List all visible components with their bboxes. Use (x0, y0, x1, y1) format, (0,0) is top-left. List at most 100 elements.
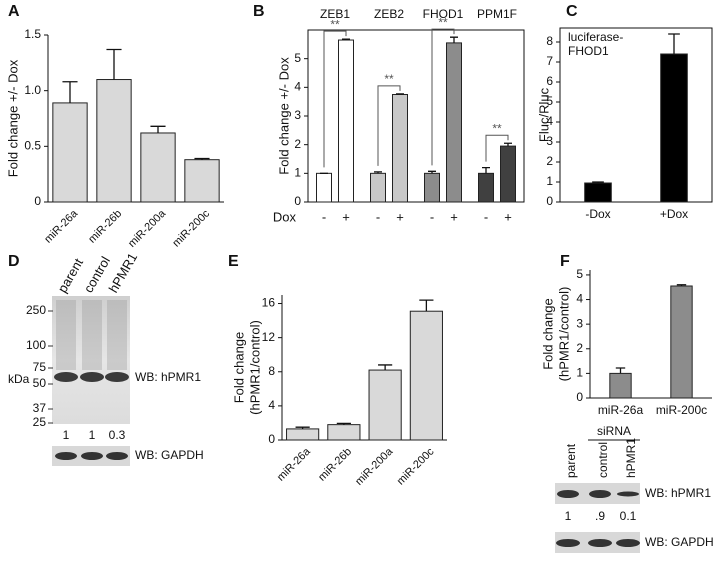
y-tick-label: 1.0 (24, 83, 41, 97)
x-axis-label: Dox (273, 209, 297, 224)
error-bar (419, 299, 434, 312)
blot-band (617, 491, 639, 497)
y-axis-label: Fold change (231, 332, 246, 404)
blot-band (588, 539, 612, 547)
y-axis-label: (hPMR1/control) (247, 320, 262, 415)
x-tick-label: miR-26b (86, 208, 124, 246)
lane-label: parent (564, 443, 578, 478)
significance-label: ** (438, 15, 448, 29)
error-bar (336, 422, 351, 425)
bar (660, 53, 688, 203)
error-bar (504, 142, 512, 147)
error-bar (378, 364, 393, 371)
error-bar (106, 48, 122, 80)
bar (424, 172, 440, 203)
bar (609, 372, 632, 399)
blot-band (589, 490, 611, 498)
x-tick-label: miR-26a (275, 445, 314, 484)
bar (338, 39, 354, 203)
significance-bracket (431, 28, 455, 166)
y-tick-label: 8 (546, 34, 553, 48)
error-bar (194, 157, 210, 160)
bar (184, 159, 220, 203)
panel-label: C (566, 3, 578, 20)
significance-bracket (377, 85, 401, 166)
marker-label: 50 (33, 376, 47, 390)
quantification: 1 (89, 428, 96, 442)
blot-band (556, 539, 580, 547)
x-tick-label: miR-200a (126, 207, 169, 250)
bar (446, 42, 462, 203)
y-tick-label: 1 (576, 366, 583, 380)
x-tick-label: miR-26a (42, 207, 81, 246)
annotation: luciferase- (568, 30, 623, 44)
panel-label: A (8, 3, 20, 20)
y-tick-label: 0 (576, 390, 583, 404)
series-label: - (376, 209, 380, 224)
y-tick-label: 0 (268, 432, 275, 446)
y-tick-label: 12 (262, 330, 276, 344)
bar (478, 172, 494, 203)
blot-band (81, 452, 103, 460)
marker-label: 25 (33, 415, 47, 429)
category-label: FHOD1 (423, 7, 464, 21)
series-label: + (504, 209, 512, 224)
significance-bracket (485, 134, 509, 162)
x-tick-label: miR-200c (395, 445, 437, 487)
marker-label: 37 (33, 401, 47, 415)
error-bar (396, 93, 404, 95)
panel-label: F (560, 253, 570, 270)
x-tick-label: miR-200c (170, 207, 212, 249)
panel-label: D (8, 253, 20, 270)
y-tick-label: 16 (262, 296, 276, 310)
y-tick-label: 3 (576, 316, 583, 330)
y-axis-label: Fold change +/- Dox (276, 57, 291, 175)
y-tick-label: 0 (294, 194, 301, 208)
category-label: ZEB1 (320, 7, 350, 21)
panel-label: B (253, 3, 265, 20)
error-bar (450, 36, 458, 43)
y-tick-label: 1 (294, 166, 301, 180)
error-bar (342, 38, 350, 41)
y-tick-label: 1.5 (24, 27, 41, 41)
blot-smear (56, 300, 76, 370)
y-axis-label: (hPMR1/control) (556, 287, 571, 382)
y-tick-label: 3 (546, 134, 553, 148)
error-bar (668, 33, 680, 54)
bar (584, 182, 612, 203)
annotation: FHOD1 (568, 44, 609, 58)
error-bar (615, 367, 626, 374)
y-tick-label: 5 (294, 51, 301, 65)
y-axis-label: Fluc/Rluc (536, 87, 551, 142)
category-label: ZEB2 (374, 7, 404, 21)
series-label: - (430, 209, 434, 224)
series-label: - (484, 209, 488, 224)
lane-label: hPMR1 (106, 250, 141, 295)
bar (140, 132, 176, 203)
blot-band (55, 452, 77, 460)
error-bar (428, 170, 436, 174)
y-tick-label: 8 (268, 364, 275, 378)
error-bar (295, 426, 310, 429)
group-label: siRNA (597, 424, 631, 438)
bar (286, 428, 320, 441)
marker-label: 250 (26, 303, 46, 317)
y-tick-label: 4 (294, 80, 301, 94)
blot-label: WB: GAPDH (135, 448, 204, 462)
quantification: 1 (565, 509, 572, 523)
y-tick-label: 2 (546, 154, 553, 168)
y-tick-label: 4 (268, 398, 275, 412)
quantification: 1 (63, 428, 70, 442)
quantification: 0.3 (109, 428, 126, 442)
error-bar (374, 171, 382, 174)
significance-label: ** (330, 17, 340, 31)
y-tick-label: 0.5 (24, 139, 41, 153)
y-tick-label: 4 (576, 292, 583, 306)
series-label: - (322, 209, 326, 224)
bar (670, 285, 693, 399)
bar (370, 172, 386, 203)
x-tick-label: miR-26b (316, 446, 354, 484)
x-tick-label: -Dox (585, 207, 610, 221)
marker-label: 100 (26, 338, 46, 352)
